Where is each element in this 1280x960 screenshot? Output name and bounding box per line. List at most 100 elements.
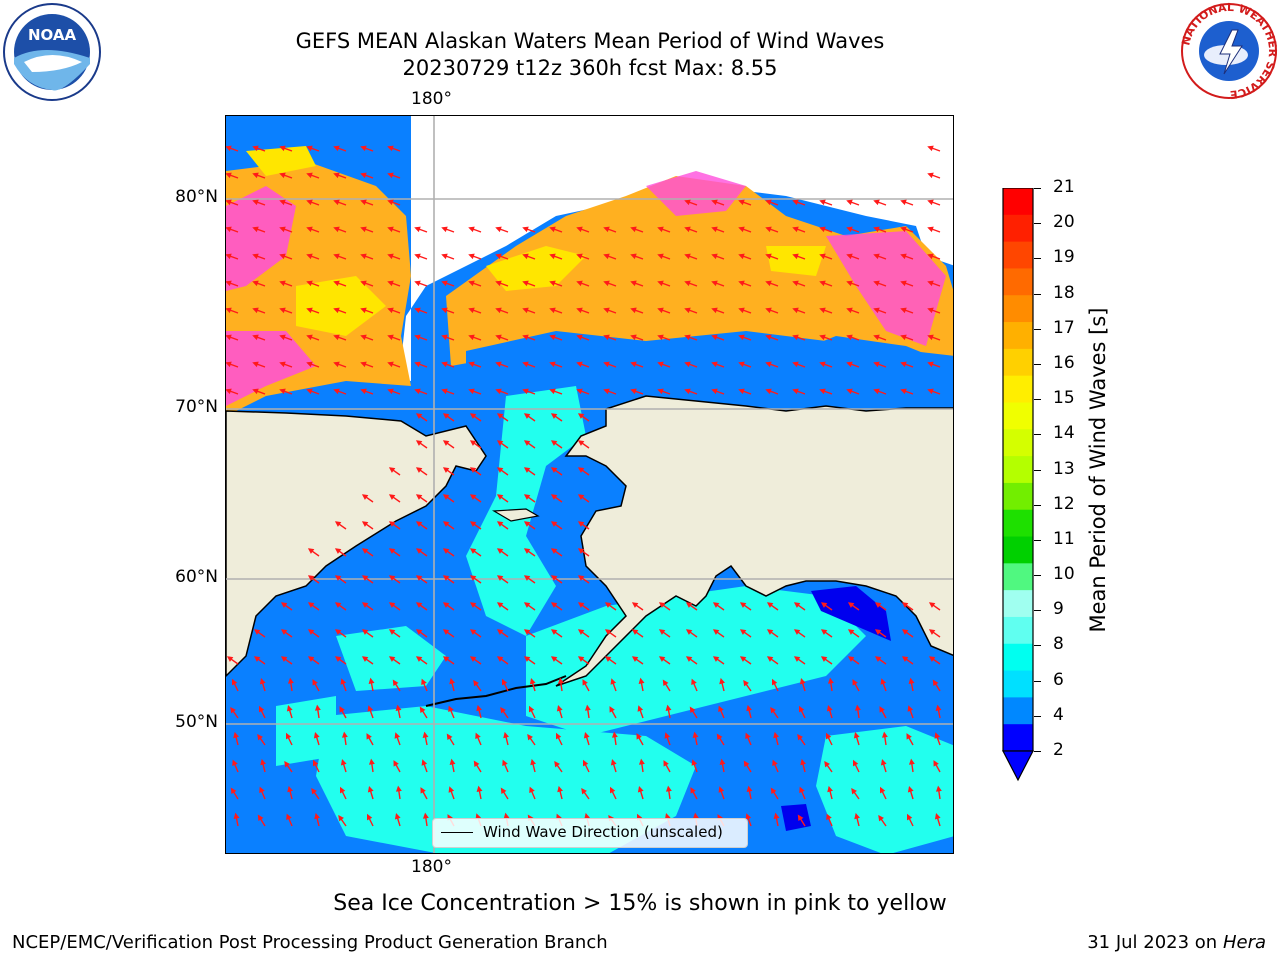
wind-wave-arrowhead: [387, 172, 394, 179]
wind-wave-arrowhead: [523, 521, 531, 527]
wind-wave-arrowhead: [684, 226, 691, 233]
wind-wave-arrowhead: [252, 199, 259, 206]
wind-wave-arrowhead: [360, 145, 367, 152]
wind-wave-arrowhead: [522, 280, 529, 287]
wind-wave-arrowhead: [500, 706, 506, 714]
wind-wave-arrowhead: [306, 145, 313, 152]
wind-wave-arrowhead: [928, 629, 936, 635]
wind-wave-arrowhead: [333, 361, 340, 368]
sea-ice-caption: Sea Ice Concentration > 15% is shown in …: [333, 891, 947, 916]
colorbar-tick-mark: [1034, 751, 1041, 752]
wind-wave-arrowhead: [252, 226, 259, 233]
wind-wave-arrowhead: [340, 759, 347, 766]
wind-wave-arrowhead: [577, 575, 585, 581]
wind-wave-arrowhead: [259, 678, 266, 685]
wind-wave-arrowhead: [307, 602, 315, 608]
wind-wave-arrowhead: [468, 334, 475, 341]
colorbar-tick-mark: [1034, 293, 1041, 295]
wind-wave-arrowhead: [900, 388, 907, 395]
wind-wave-arrowhead: [772, 759, 778, 766]
wind-wave-arrowhead: [684, 307, 691, 314]
wind-wave-arrowhead: [286, 813, 292, 820]
wind-wave-arrowhead: [334, 575, 342, 581]
wind-wave-arrowhead: [603, 388, 610, 395]
wind-wave-arrowhead: [854, 704, 861, 711]
wind-wave-arrowhead: [233, 731, 239, 739]
wind-wave-arrowhead: [556, 705, 563, 712]
lat-label-60: 60°N: [175, 567, 218, 587]
wind-wave-arrowhead: [366, 813, 373, 821]
wind-wave-arrowhead: [420, 787, 426, 794]
wind-wave-arrowhead: [334, 521, 342, 527]
wind-wave-arrowhead: [657, 253, 664, 260]
colorbar-swatch: [1003, 268, 1033, 296]
wind-wave-arrowhead: [226, 280, 232, 287]
wind-wave-arrowhead: [360, 280, 367, 287]
wind-wave-arrowhead: [792, 307, 799, 314]
map-svg: [226, 116, 953, 853]
wind-wave-arrowhead: [800, 758, 806, 766]
wind-wave-arrowhead: [252, 361, 259, 368]
wind-wave-arrowhead: [711, 280, 718, 287]
wave-patch-gulf: [526, 586, 866, 736]
wind-wave-arrowhead: [846, 361, 853, 368]
wind-wave-arrowhead: [799, 705, 805, 713]
wind-wave-arrowhead: [792, 280, 799, 287]
colorbar-svg: [1002, 187, 1034, 782]
wind-wave-arrowhead: [820, 656, 828, 662]
wind-wave-arrowhead: [638, 677, 645, 685]
wind-wave-arrowhead: [468, 253, 475, 260]
wind-wave-arrowhead: [907, 705, 914, 712]
colorbar-swatch: [1003, 563, 1033, 591]
wind-wave-arrowhead: [496, 467, 504, 473]
wind-wave-arrowhead: [394, 813, 401, 820]
wind-wave-arrowhead: [765, 199, 772, 206]
footer-date: 31 Jul 2023 on Hera: [1087, 932, 1266, 953]
wind-wave-arrowhead: [446, 733, 453, 740]
wind-wave-arrowhead: [442, 656, 450, 662]
lat-label-80: 80°N: [175, 187, 218, 207]
colorbar-swatch: [1003, 643, 1033, 672]
colorbar-tick-label: 13: [1053, 458, 1075, 479]
wind-wave-arrowhead: [557, 785, 563, 793]
wind-wave-arrowhead: [550, 548, 558, 554]
wind-wave-arrowhead: [257, 733, 263, 741]
wind-wave-arrowhead: [873, 334, 880, 341]
wind-wave-arrowhead: [441, 280, 448, 287]
wind-wave-arrowhead: [934, 813, 941, 820]
wind-wave-arrowhead: [657, 361, 664, 368]
wind-wave-arrowhead: [657, 280, 664, 287]
wind-wave-arrowhead: [743, 760, 750, 767]
wind-wave-arrowhead: [226, 199, 232, 206]
wind-wave-arrowhead: [827, 785, 833, 793]
wind-wave-arrowhead: [900, 334, 907, 341]
wind-wave-arrowhead: [604, 656, 612, 662]
wind-wave-arrowhead: [226, 656, 234, 662]
colorbar-tick-mark: [1034, 223, 1041, 225]
wind-wave-arrowhead: [252, 253, 259, 260]
wind-wave-arrowhead: [557, 677, 564, 684]
wind-wave-arrowhead: [581, 787, 587, 795]
wind-wave-arrowhead: [529, 705, 535, 713]
wind-wave-arrowhead: [773, 812, 780, 820]
colorbar-extend-arrow: [1002, 750, 1034, 782]
wind-wave-arrowhead: [441, 334, 448, 341]
wind-wave-arrowhead: [549, 280, 556, 287]
wind-wave-arrowhead: [603, 307, 610, 314]
wind-wave-arrowhead: [820, 602, 828, 608]
noaa-logo-icon: NOAA: [3, 3, 101, 101]
wind-wave-arrows: [226, 145, 942, 827]
wind-wave-arrowhead: [584, 812, 590, 820]
wind-wave-arrowhead: [846, 199, 853, 206]
wind-wave-arrowhead: [664, 813, 671, 820]
wind-wave-arrowhead: [935, 785, 942, 792]
wind-wave-arrowhead: [927, 253, 934, 260]
wind-wave-arrowhead: [252, 172, 259, 179]
wind-wave-arrowhead: [306, 280, 313, 287]
wind-wave-arrowhead: [495, 307, 502, 314]
wind-wave-arrowhead: [746, 704, 752, 712]
wind-wave-arrowhead: [900, 361, 907, 368]
wind-wave-arrowhead: [584, 704, 591, 711]
wind-wave-arrowhead: [422, 731, 429, 739]
wind-wave-arrowhead: [819, 334, 826, 341]
